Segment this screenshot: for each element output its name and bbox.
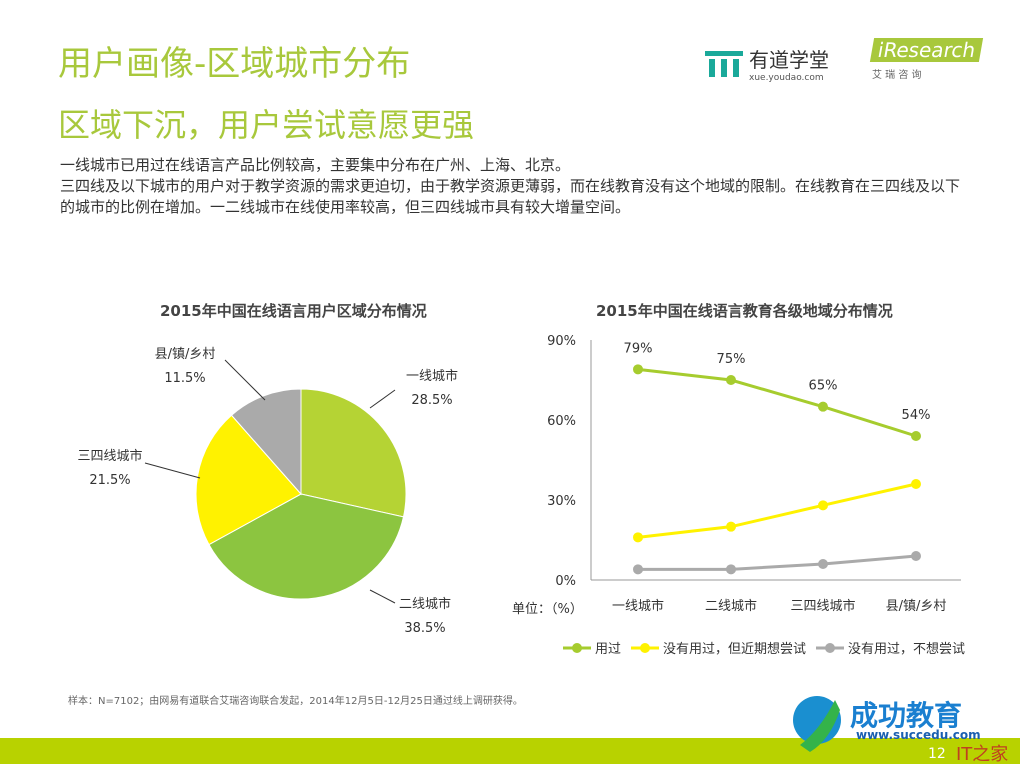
data-point (818, 559, 828, 569)
brand-logo (790, 690, 845, 759)
pie-label: 三四线城市 (77, 448, 142, 464)
pie-value: 21.5% (89, 473, 130, 488)
pie-value: 11.5% (164, 371, 205, 386)
body-line-1: 一线城市已用过在线语言产品比例较高，主要集中分布在广州、上海、北京。 (60, 156, 571, 174)
pie-slice (230, 388, 302, 496)
y-tick-label: 90% (547, 334, 576, 349)
brand-name: 成功教育 (850, 699, 963, 732)
series-line (638, 554, 917, 571)
pie-value: 38.5% (404, 621, 445, 636)
brand-url: www.succedu.com (856, 728, 981, 742)
youdao-url: xue.youdao.com (749, 73, 824, 83)
x-tick-label: 三四线城市 (790, 598, 855, 614)
pie-slice (208, 493, 405, 600)
leader-line (369, 589, 396, 604)
line-legend: 用过 没有用过，但近期想尝试 没有用过，不想尝试 (563, 638, 965, 657)
leader-line (144, 462, 201, 479)
x-tick-label: 二线城市 (705, 598, 757, 614)
legend-marker-icon (563, 642, 591, 653)
legend-item: 没有用过，不想尝试 (816, 638, 965, 657)
pie-label: 一线城市 (406, 368, 458, 384)
data-label: 75% (717, 352, 746, 367)
watermark: IT之家 (956, 744, 1009, 765)
legend-item: 没有用过，但近期想尝试 (631, 638, 806, 657)
sample-note: 样本：N=7102；由网易有道联合艾瑞咨询联合发起，2014年12月5日-12月… (68, 696, 523, 707)
data-point (726, 375, 736, 385)
pie-chart-title: 2015年中国在线语言用户区域分布情况 (160, 302, 427, 320)
iresearch-logo: iResearch 艾 瑞 咨 询 (869, 38, 984, 81)
line-chart: 0% 30% 60% 90% 一线城市 二线城市 三四线城市 县/镇/乡村 79% 75% 65% 5… (547, 334, 961, 614)
data-point (633, 564, 643, 575)
pie-value: 28.5% (411, 393, 452, 408)
legend-marker-icon (631, 642, 660, 653)
data-point (633, 532, 643, 543)
leader-line (369, 389, 396, 409)
brand-emblem-icon (793, 696, 841, 752)
y-tick-label: 60% (547, 414, 576, 429)
legend-item: 用过 (563, 638, 621, 657)
pie-label: 二线城市 (399, 596, 451, 612)
legend-label: 没有用过，不想尝试 (848, 642, 966, 657)
y-tick-label: 0% (555, 574, 576, 589)
footer-band (0, 738, 1020, 764)
x-tick-label: 县/镇/乡村 (886, 599, 947, 614)
pie-slice (300, 388, 407, 518)
unit-label: 单位：（%） (512, 602, 583, 617)
data-point (911, 431, 921, 441)
data-point (726, 521, 736, 532)
pie-chart: 一线城市 28.5% 二线城市 38.5% 三四线城市 21.5% 县/镇/乡村 11.5% (77, 347, 458, 636)
page-subtitle: 区域下沉，用户尝试意愿更强 (58, 106, 475, 144)
data-point (818, 500, 828, 511)
youdao-pillar-icon (705, 50, 743, 77)
legend-marker-icon (816, 642, 845, 653)
pie-slice (195, 414, 302, 546)
data-point (726, 564, 736, 575)
data-label: 54% (902, 408, 931, 423)
leader-line (224, 359, 266, 401)
youdao-name: 有道学堂 (749, 48, 829, 72)
youdao-logo: 有道学堂 xue.youdao.com (705, 44, 829, 83)
y-tick-label: 30% (547, 494, 576, 509)
data-point (911, 479, 921, 489)
legend-label: 没有用过，但近期想尝试 (663, 642, 807, 657)
line-chart-title: 2015年中国在线语言教育各级地域分布情况 (596, 302, 893, 320)
legend-label: 用过 (595, 642, 622, 657)
iresearch-sub: 艾 瑞 咨 询 (872, 70, 922, 81)
data-label: 79% (624, 341, 653, 356)
data-point (818, 401, 828, 412)
series-line (637, 482, 917, 539)
body-line-2: 三四线及以下城市的用户对于教学资源的需求更迫切，由于教学资源更薄弱，而在线教育没… (60, 177, 961, 216)
iresearch-name: iResearch (869, 38, 984, 62)
page-number: 12 (928, 746, 946, 762)
pie-label: 县/镇/乡村 (155, 347, 216, 362)
data-label: 65% (809, 379, 838, 394)
data-point (633, 364, 643, 375)
page-title: 用户画像-区域城市分布 (58, 44, 411, 84)
series-line (637, 367, 917, 438)
data-point (911, 551, 921, 561)
x-tick-label: 一线城市 (612, 598, 664, 614)
